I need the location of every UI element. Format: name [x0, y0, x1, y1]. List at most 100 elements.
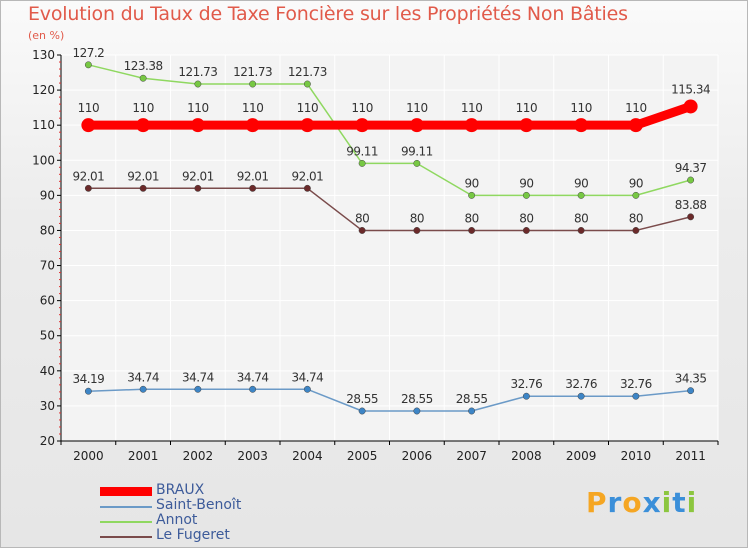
data-label: 32.76: [620, 377, 652, 391]
data-label: 123.38: [124, 59, 163, 73]
data-point: [577, 227, 585, 234]
data-label: 90: [464, 176, 478, 190]
y-tick-label: 60: [40, 294, 55, 308]
x-tick-label: 2005: [347, 449, 378, 463]
x-tick-label: 2003: [237, 449, 268, 463]
data-point: [139, 184, 147, 192]
data-label: 110: [132, 101, 153, 115]
data-label: 92.01: [291, 169, 323, 183]
data-label: 110: [570, 101, 591, 115]
x-tick-label: 2009: [566, 449, 597, 463]
y-tick-label: 20: [40, 434, 55, 448]
data-label: 92.01: [127, 169, 159, 183]
legend-swatch: [100, 521, 152, 523]
logo-letter: x: [642, 486, 662, 519]
data-point: [136, 118, 151, 133]
legend-label: BRAUX: [156, 482, 205, 498]
data-label: 110: [78, 101, 99, 115]
data-point: [194, 184, 202, 192]
data-point: [519, 118, 534, 133]
series-line-annot: [87, 64, 692, 197]
data-point: [194, 385, 202, 393]
legend: BRAUX Saint-Benoît Annot Le Fugeret: [100, 482, 320, 544]
data-label: 127.2: [72, 46, 104, 60]
data-point: [687, 387, 695, 395]
data-point: [687, 176, 695, 184]
series-line-le-fugeret: [87, 187, 692, 232]
proxiti-logo: Proxiti: [586, 486, 697, 519]
data-point: [303, 385, 311, 393]
data-label: 32.76: [565, 377, 597, 391]
x-tick-label: 2008: [511, 449, 542, 463]
data-point: [139, 385, 147, 393]
x-tick-label: 2002: [183, 449, 214, 463]
data-label: 110: [461, 101, 482, 115]
x-tick-label: 2004: [292, 449, 323, 463]
data-point: [687, 213, 695, 221]
data-point: [468, 191, 476, 199]
legend-item: BRAUX: [100, 482, 320, 499]
data-label: 110: [406, 101, 427, 115]
data-point: [249, 80, 257, 88]
data-point: [632, 227, 640, 234]
data-point: [577, 191, 585, 199]
data-point: [574, 118, 589, 133]
x-tick-label: 2006: [402, 449, 433, 463]
legend-swatch: [100, 506, 152, 508]
data-point: [577, 392, 585, 400]
legend-swatch: [100, 487, 152, 496]
x-tick-label: 2000: [73, 449, 104, 463]
data-point: [632, 392, 640, 400]
data-point: [358, 407, 366, 415]
logo-letter: P: [586, 486, 608, 519]
data-label: 110: [187, 101, 208, 115]
data-label: 34.74: [182, 370, 214, 384]
x-tick-label: 2010: [621, 449, 652, 463]
data-label: 34.19: [72, 372, 104, 386]
data-label: 110: [516, 101, 537, 115]
legend-swatch: [100, 536, 152, 538]
data-point: [468, 227, 476, 234]
y-tick-label: 120: [32, 83, 55, 97]
data-point: [84, 387, 92, 395]
data-point: [522, 191, 530, 199]
data-label: 80: [519, 211, 533, 225]
data-point: [84, 61, 92, 69]
data-label: 80: [574, 211, 588, 225]
data-point: [194, 80, 202, 88]
y-tick-label: 80: [40, 223, 55, 237]
data-label: 80: [355, 211, 369, 225]
data-label: 92.01: [237, 169, 269, 183]
data-label: 80: [629, 211, 643, 225]
y-tick-label: 130: [32, 48, 55, 62]
data-label: 34.35: [675, 372, 707, 386]
data-label: 90: [574, 176, 588, 190]
data-point: [300, 118, 315, 133]
data-point: [522, 227, 530, 234]
data-point: [358, 227, 366, 234]
data-label: 28.55: [456, 392, 488, 406]
data-label: 121.73: [178, 65, 217, 79]
data-label: 110: [297, 101, 318, 115]
data-label: 121.73: [233, 65, 272, 79]
legend-label: Annot: [156, 512, 198, 528]
data-point: [303, 80, 311, 88]
data-point: [683, 99, 698, 114]
data-label: 34.74: [237, 370, 269, 384]
data-label: 90: [519, 176, 533, 190]
data-point: [413, 227, 421, 234]
data-label: 94.37: [675, 161, 707, 175]
data-point: [84, 184, 92, 192]
data-point: [81, 118, 96, 133]
data-label: 121.73: [288, 65, 327, 79]
data-point: [468, 407, 476, 415]
data-point: [139, 74, 147, 82]
logo-letter: o: [622, 486, 643, 519]
data-label: 115.34: [671, 82, 710, 96]
y-tick-label: 70: [40, 259, 55, 273]
data-point: [522, 392, 530, 400]
data-point: [628, 118, 643, 133]
data-label: 34.74: [127, 370, 159, 384]
y-tick-label: 30: [40, 399, 55, 413]
